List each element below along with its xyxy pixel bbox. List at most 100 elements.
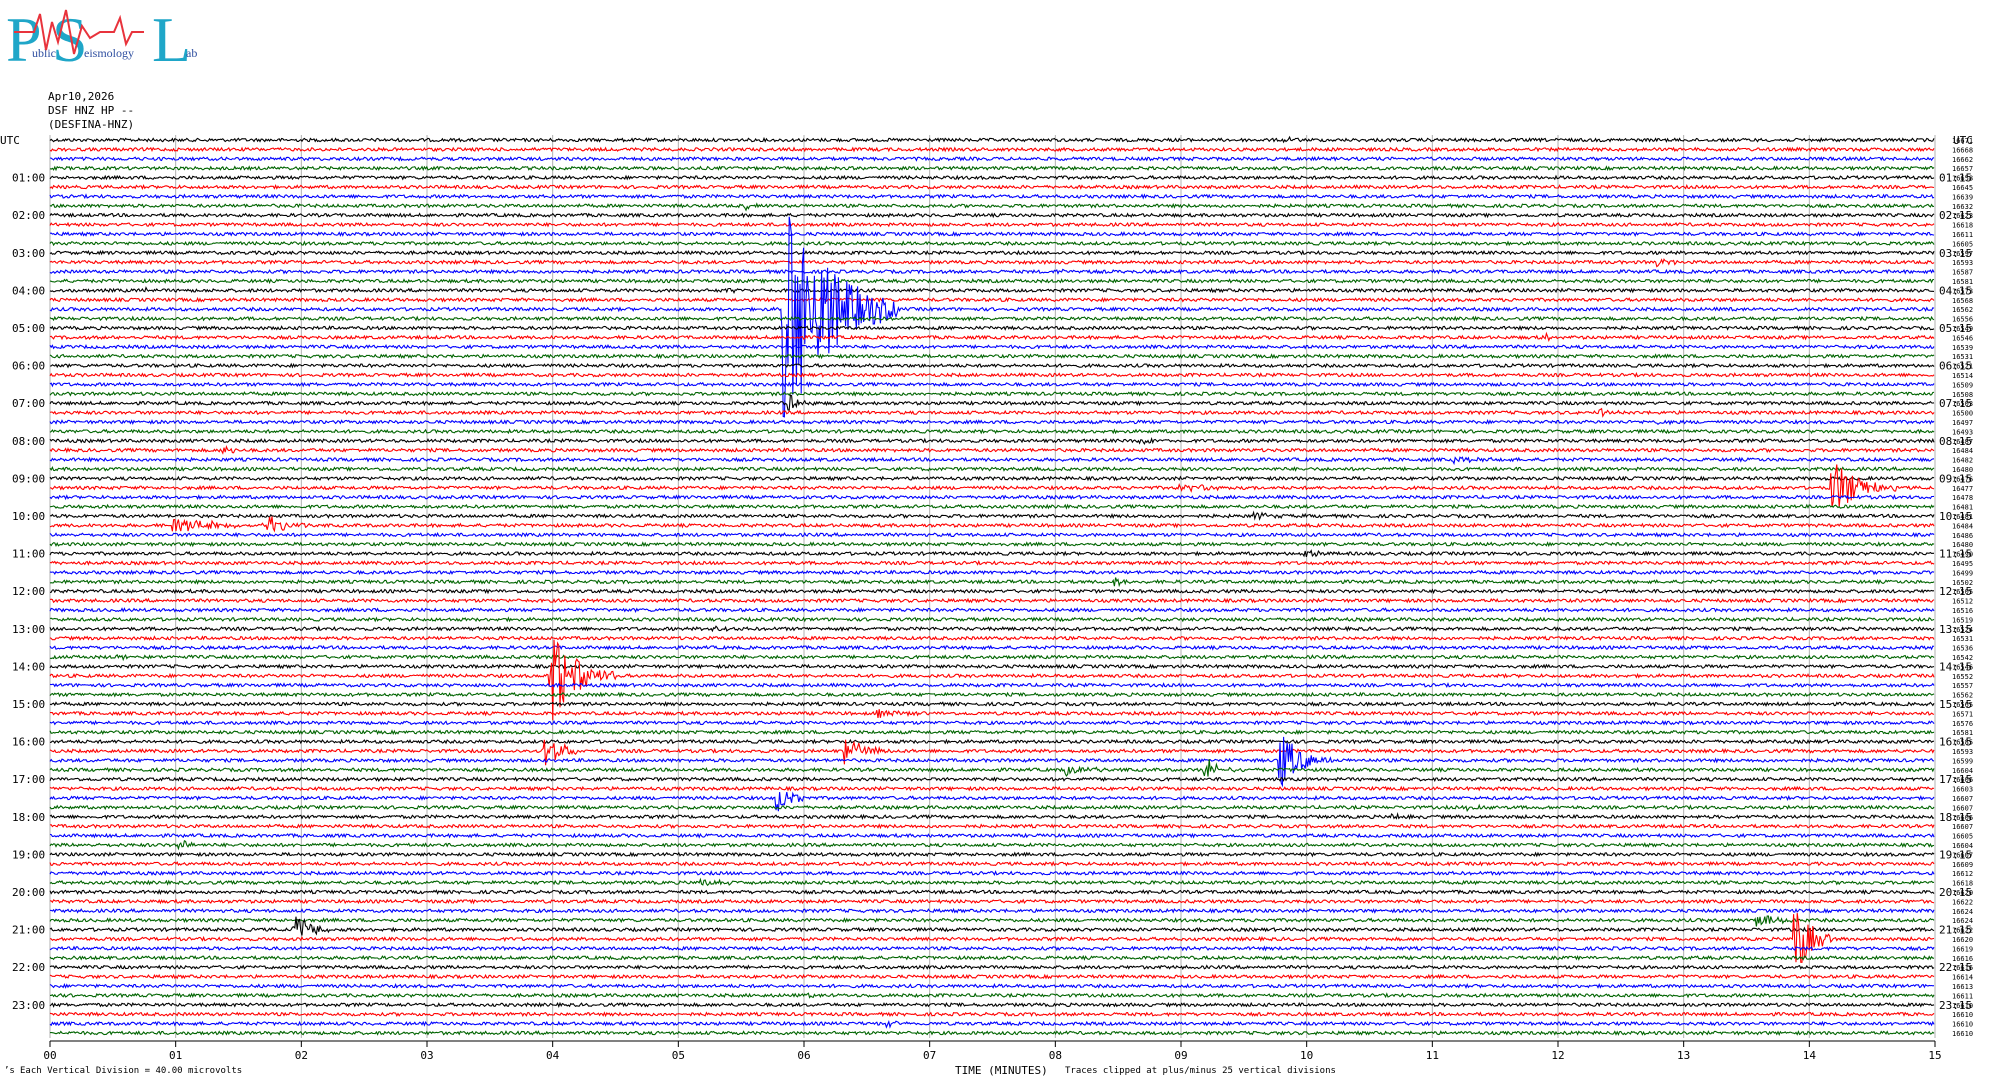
x-tick-label: 10 [1300,1049,1313,1062]
x-tick-label: 03 [420,1049,433,1062]
trace-offset-label: 16622 [1952,927,1973,935]
utc-left-label: UTC [0,134,20,147]
trace-1 [49,146,1935,153]
right-time-label: 08:15 [1939,435,1972,448]
left-time-label: 14:00 [12,660,45,673]
trace-70 [49,791,1935,812]
trace-57 [49,639,1935,721]
trace-15 [49,278,1935,285]
x-tick-label: 06 [797,1049,810,1062]
trace-84 [49,916,1935,936]
trace-offset-label: 16576 [1952,720,1973,728]
left-time-label: 03:00 [12,247,45,260]
trace-offset-label: 16587 [1952,269,1973,277]
station-channel: (DESFINA-HNZ) [48,118,135,131]
trace-offset-label: 16632 [1952,203,1973,211]
left-time-label: 19:00 [12,848,45,861]
trace-13 [49,258,1935,268]
trace-offset-label: 16657 [1952,165,1973,173]
trace-offset-label: 16668 [1952,146,1973,154]
trace-46 [49,569,1935,576]
trace-89 [49,973,1935,980]
left-time-label: 04:00 [12,284,45,297]
trace-offset-label: 16503 [1952,400,1973,408]
trace-offset-label: 16562 [1952,692,1973,700]
trace-offset-label: 16616 [1952,955,1973,963]
trace-offset-label: 16611 [1952,231,1973,239]
trace-offset-label: 16500 [1952,410,1973,418]
x-tick-label: 11 [1426,1049,1439,1062]
trace-offset-label: 16597 [1952,250,1973,258]
trace-offset-label: 16607 [1952,851,1973,859]
trace-offset-label: 16611 [1952,992,1973,1000]
trace-offset-label: 16620 [1952,936,1973,944]
x-tick-label: 01 [169,1049,182,1062]
trace-33 [49,445,1935,455]
left-time-label: 12:00 [12,585,45,598]
trace-28 [49,394,1935,411]
trace-offset-label: 16495 [1952,560,1973,568]
trace-offset-label: 16482 [1952,457,1973,465]
trace-69 [49,785,1935,792]
trace-offset-label: 16505 [1952,588,1973,596]
trace-27 [49,390,1935,397]
trace-87 [49,954,1934,961]
trace-offset-label: 16477 [1952,485,1973,493]
trace-offset-label: 16618 [1952,880,1973,888]
trace-offset-label: 16607 [1952,795,1973,803]
trace-66 [49,736,1935,788]
right-time-label: 05:15 [1939,322,1972,335]
left-time-label: 17:00 [12,773,45,786]
division-note: Each Vertical Division = 40.00 microvolt… [20,1066,243,1076]
x-tick-label: 02 [295,1049,308,1062]
trace-95 [49,1030,1935,1037]
trace-offset-label: 16481 [1952,513,1973,521]
trace-offset-label: 16484 [1952,447,1973,455]
trace-52 [49,625,1935,633]
trace-74 [49,832,1935,839]
trace-91 [50,992,1935,999]
trace-80 [49,889,1935,896]
trace-24 [50,362,1935,369]
trace-41 [49,516,1935,533]
x-tick-label: 15 [1928,1049,1941,1062]
right-time-label: 02:15 [1939,209,1972,222]
x-tick-label: 08 [1049,1049,1062,1062]
trace-offset-label: 16645 [1952,184,1973,192]
trace-25 [49,371,1935,378]
trace-53 [49,635,1935,642]
trace-63 [49,729,1935,736]
trace-77 [49,860,1935,867]
station-code: DSF HNZ HP -- [48,104,135,117]
logo-letter-p: P [6,4,42,75]
right-time-label: 06:15 [1939,360,1972,373]
trace-22 [49,343,1935,350]
trace-68 [49,776,1935,783]
x-tick-label: 14 [1803,1049,1817,1062]
trace-54 [49,644,1935,651]
left-time-label: 11:00 [12,548,45,561]
trace-23 [49,353,1935,360]
trace-83 [49,915,1935,927]
trace-offset-label: 16603 [1952,786,1973,794]
trace-93 [49,1011,1935,1018]
trace-49 [49,597,1935,604]
left-time-label: 07:00 [12,397,45,410]
trace-offset-label: 16546 [1952,334,1973,342]
left-time-label: 02:00 [12,209,45,222]
trace-offset-label: 16671 [1952,137,1973,145]
trace-offset-label: 16484 [1952,522,1973,530]
trace-offset-label: 16599 [1952,757,1973,765]
logo-wave-icon [14,9,144,55]
seismogram-traces [49,135,1935,1037]
left-time-label: 22:00 [12,961,45,974]
trace-offset-label: 16606 [1952,814,1973,822]
left-time-label: 06:00 [12,360,45,373]
trace-67 [49,759,1935,777]
trace-35 [49,466,1935,473]
trace-offset-label: 16607 [1952,823,1973,831]
trace-offset-label: 16639 [1952,193,1973,201]
trace-6 [49,193,1935,200]
